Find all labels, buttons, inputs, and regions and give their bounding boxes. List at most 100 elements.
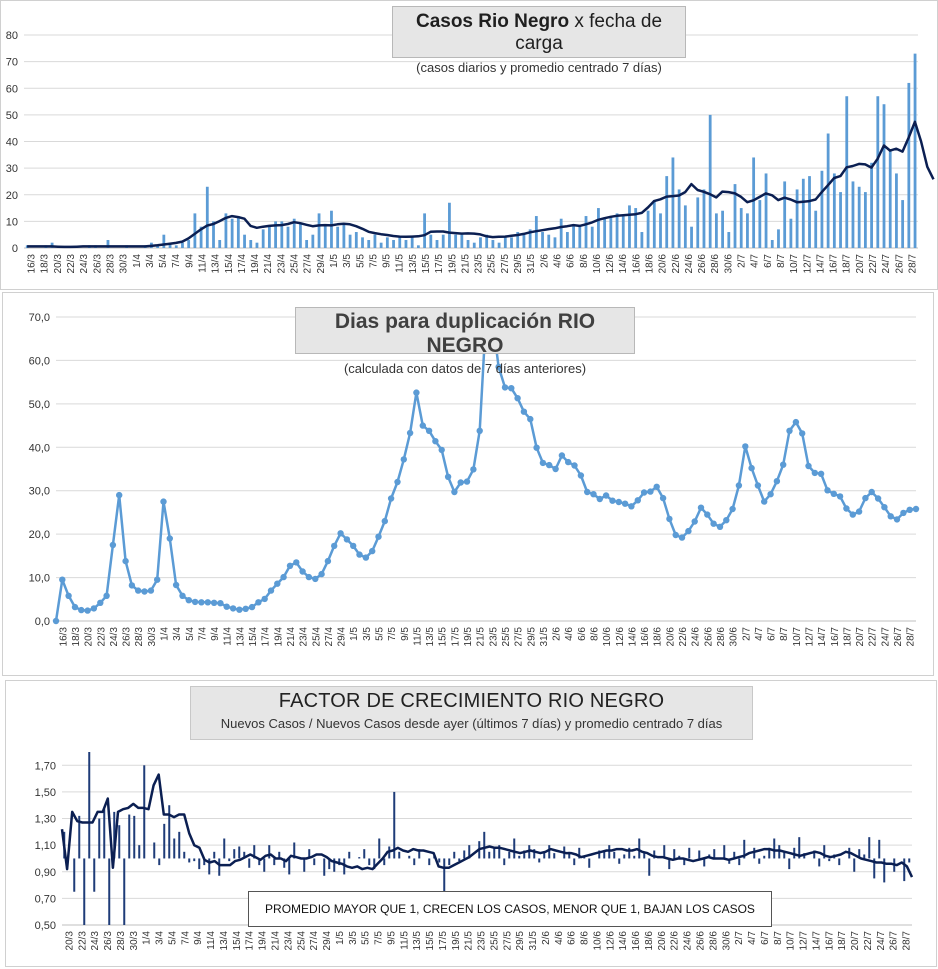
c1-x-tick-label: 30/6 <box>723 254 734 274</box>
c1-x-tick-label: 10/7 <box>789 254 800 274</box>
c2-x-tick-label: 17/5 <box>450 627 461 647</box>
c2-point <box>109 541 117 549</box>
c1-x-tick-label: 29/4 <box>316 254 327 274</box>
c3-bar <box>168 805 171 859</box>
c1-bar <box>174 245 178 248</box>
daily-cases-title-rest: x fecha de carga <box>515 11 663 54</box>
c2-point <box>799 430 806 437</box>
daily-cases-title-bold: Casos Rio Negro <box>415 11 570 32</box>
c1-bar <box>367 240 371 248</box>
c2-point <box>172 581 180 589</box>
c2-point <box>457 479 464 486</box>
c3-x-tick-label: 25/5 <box>489 931 500 951</box>
c3-bar <box>603 851 606 859</box>
c2-x-tick-label: 6/7 <box>767 627 778 641</box>
c1-x-tick-label: 25/4 <box>290 254 301 274</box>
c3-x-tick-label: 5/5 <box>361 931 372 945</box>
c3-bar <box>778 845 781 859</box>
c1-bar <box>913 53 917 249</box>
c3-bar <box>463 850 466 859</box>
c2-y-tick-label: 40,0 <box>29 442 50 454</box>
c2-x-tick-label: 12/7 <box>805 627 816 647</box>
c3-bar <box>283 858 286 868</box>
c2-point <box>615 498 622 506</box>
c3-bar <box>643 851 646 859</box>
c1-x-tick-label: 5/5 <box>355 254 366 268</box>
c2-point <box>463 478 471 485</box>
c3-x-tick-label: 14/6 <box>618 931 629 951</box>
c1-x-tick-label: 19/5 <box>447 254 458 274</box>
c1-bar <box>764 173 768 248</box>
c3-bar <box>468 845 471 859</box>
c1-x-tick-label: 8/7 <box>776 254 787 268</box>
c3-bar <box>268 845 271 859</box>
c3-bar <box>543 851 546 859</box>
c2-point <box>520 408 528 415</box>
c2-x-tick-label: 29/5 <box>526 627 537 647</box>
c1-x-tick-label: 12/7 <box>802 254 813 274</box>
c2-point <box>792 418 800 426</box>
c1-bar <box>677 189 681 248</box>
c1-x-tick-label: 4/7 <box>750 254 761 268</box>
c1-x-tick-label: 28/7 <box>907 254 918 274</box>
c2-x-tick-label: 26/6 <box>703 627 714 647</box>
c2-point <box>229 605 237 612</box>
c1-x-tick-label: 1/4 <box>132 254 143 268</box>
c1-bar <box>814 210 818 248</box>
c1-bar <box>733 184 737 248</box>
c2-x-tick-label: 20/7 <box>855 627 866 647</box>
c2-point <box>318 570 325 578</box>
c1-bar <box>410 237 414 248</box>
c1-bar <box>746 213 749 248</box>
c1-bar <box>758 200 762 248</box>
c3-bar <box>153 842 156 859</box>
c3-bar <box>188 858 191 863</box>
c1-bar <box>423 213 426 248</box>
c1-bar <box>323 224 327 248</box>
c3-y-tick-label: 1,10 <box>35 840 56 852</box>
c2-x-tick-label: 14/6 <box>627 627 638 647</box>
c2-point <box>887 513 894 520</box>
c1-x-tick-label: 11/5 <box>395 254 406 273</box>
c3-bar <box>773 838 776 859</box>
c1-bar <box>727 232 731 248</box>
c1-bar <box>690 226 693 248</box>
c3-bar <box>243 851 246 859</box>
c3-x-tick-label: 3/4 <box>155 931 166 945</box>
c3-x-tick-label: 22/3 <box>77 931 88 951</box>
c2-point <box>191 598 199 606</box>
c1-bar <box>398 237 402 248</box>
c3-bar <box>908 858 911 863</box>
c1-y-tick-label: 10 <box>6 216 18 228</box>
c3-bar <box>498 845 501 859</box>
c1-bar <box>212 221 215 248</box>
c3-bar <box>853 858 856 872</box>
c1-x-tick-label: 20/3 <box>53 254 64 274</box>
c3-bar <box>818 858 821 867</box>
doubling-days-chart: 0,010,020,030,040,050,060,070,016/3 18/3 2… <box>29 312 920 647</box>
c2-point <box>444 473 452 480</box>
c2-point <box>381 517 388 525</box>
c1-bar <box>832 173 836 248</box>
c3-x-tick-label: 22/7 <box>863 931 874 951</box>
c2-point <box>375 533 382 540</box>
c1-bar <box>435 240 439 248</box>
c2-point <box>103 592 110 599</box>
c3-bar <box>143 765 146 859</box>
c3-bar <box>248 858 251 868</box>
c3-bar <box>458 858 461 862</box>
c3-bar <box>238 846 241 859</box>
c1-bar <box>541 232 544 248</box>
c3-bar <box>408 855 411 859</box>
c2-x-tick-label: 15/5 <box>438 627 449 647</box>
c2-point <box>78 606 85 614</box>
c2-point <box>716 523 724 530</box>
c2-point <box>710 520 717 527</box>
c3-bar <box>83 858 86 925</box>
c1-bar <box>168 242 172 248</box>
c1-bar <box>429 234 433 248</box>
c3-bar <box>723 845 726 859</box>
c2-x-tick-label: 23/4 <box>299 627 310 647</box>
c3-bar <box>293 842 296 859</box>
